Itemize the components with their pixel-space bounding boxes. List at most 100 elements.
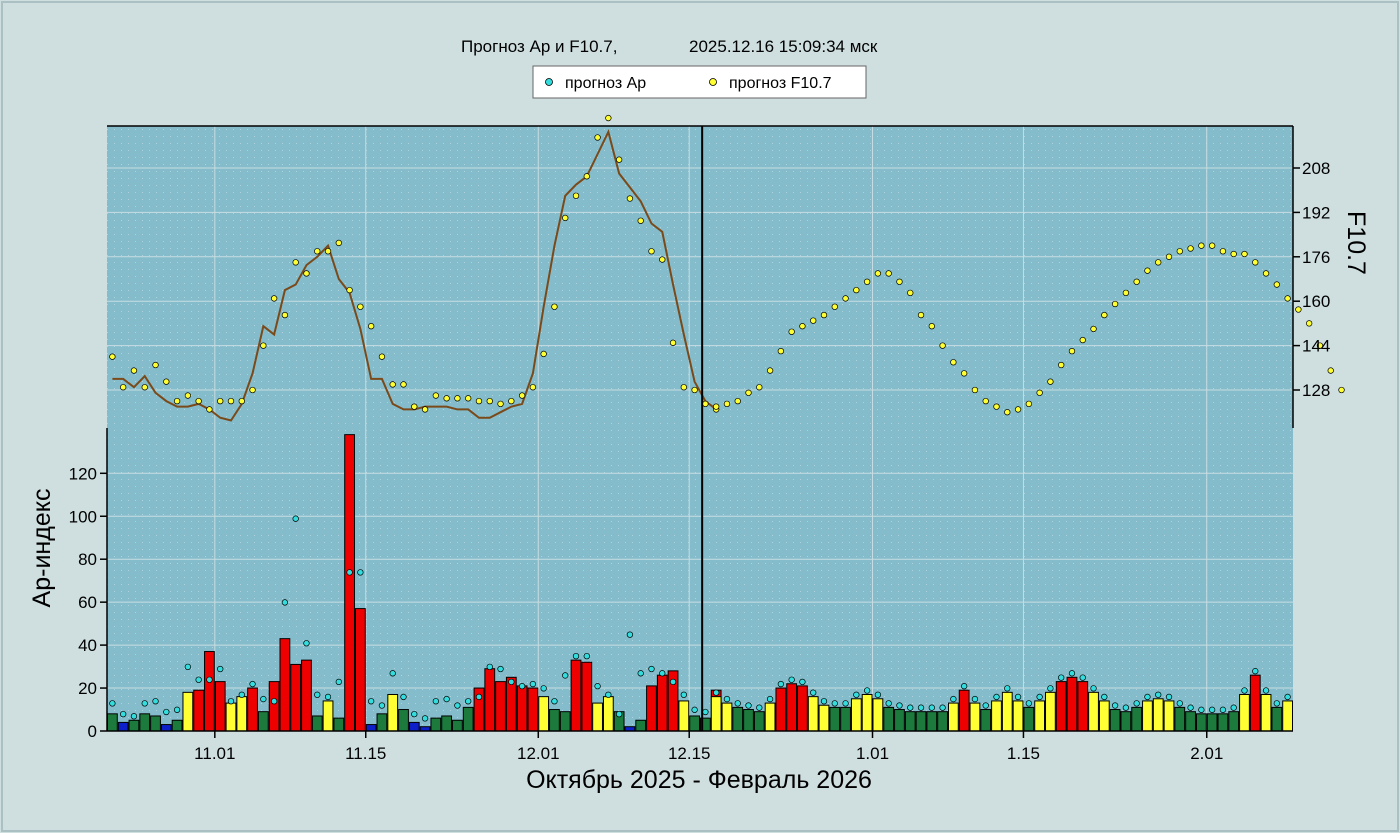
ap-bar xyxy=(247,687,258,732)
ap-bar xyxy=(602,696,614,732)
legend-ap-marker xyxy=(545,78,553,86)
ap-forecast-dot xyxy=(173,706,181,713)
ap-forecast-dot xyxy=(831,700,838,707)
f107-forecast-dot xyxy=(691,386,698,394)
ap-forecast-dot xyxy=(885,700,892,707)
f107-forecast-dot xyxy=(400,381,407,388)
f107-forecast-dot xyxy=(723,400,731,408)
ap-forecast-dot xyxy=(120,710,127,718)
ap-forecast-dot xyxy=(346,569,353,576)
ap-bar xyxy=(1034,700,1046,732)
f107-forecast-dot xyxy=(1036,389,1043,396)
ap-forecast-dot xyxy=(238,691,245,698)
ap-bar xyxy=(1282,700,1293,732)
ap-bar xyxy=(1185,711,1196,732)
f107-forecast-dot xyxy=(238,397,245,405)
f107-forecast-dot xyxy=(292,259,299,266)
legend-f107-label: прогноз F10.7 xyxy=(729,75,832,92)
f107-forecast-dot xyxy=(594,134,601,141)
ap-forecast-dot xyxy=(421,715,429,722)
ap-bar xyxy=(354,608,366,732)
ap-bar xyxy=(1152,698,1164,732)
f107-forecast-dot xyxy=(551,303,558,310)
ap-tick-label: 100 xyxy=(69,507,97,526)
ap-forecast-dot xyxy=(1047,685,1054,692)
ap-forecast-dot xyxy=(788,676,795,683)
f107-forecast-dot xyxy=(173,397,181,405)
f107-forecast-dot xyxy=(734,397,741,405)
f107-forecast-dot xyxy=(1155,259,1162,266)
ap-bar xyxy=(311,715,323,732)
ap-forecast-dot xyxy=(1144,693,1151,701)
f107-tick-label: 208 xyxy=(1302,159,1330,178)
f107-forecast-dot xyxy=(1316,342,1324,349)
ap-forecast-dot xyxy=(163,708,170,716)
ap-bar xyxy=(516,685,528,732)
ap-forecast-dot xyxy=(1230,704,1237,711)
ap-bar xyxy=(290,663,302,732)
ap-bar xyxy=(128,719,140,732)
f107-forecast-dot xyxy=(411,403,418,410)
ap-bar xyxy=(236,696,248,732)
f107-forecast-dot xyxy=(831,303,838,310)
ap-bar xyxy=(1271,706,1283,732)
ap-bar xyxy=(635,719,647,732)
ap-forecast-dot xyxy=(853,691,860,698)
ap-bar xyxy=(818,704,830,732)
ap-bar xyxy=(850,698,862,732)
f107-forecast-dot xyxy=(195,397,202,405)
ap-forecast-dot xyxy=(605,691,612,698)
ap-forecast-dot xyxy=(411,710,418,718)
ap-bar xyxy=(408,721,420,732)
ap-bar xyxy=(559,711,571,732)
ap-forecast-dot xyxy=(335,678,342,686)
f107-forecast-dot xyxy=(950,359,957,366)
ap-forecast-dot xyxy=(1262,687,1270,694)
x-tick-label: 11.01 xyxy=(194,744,235,763)
f107-forecast-dot xyxy=(303,270,310,277)
ap-forecast-dot xyxy=(1198,706,1205,713)
f107-forecast-dot xyxy=(993,403,1000,410)
f107-forecast-dot xyxy=(1198,242,1205,249)
ap-forecast-dot xyxy=(432,698,439,705)
f107-forecast-dot xyxy=(335,239,342,247)
ap-forecast-dot xyxy=(572,652,580,660)
f107-forecast-dot xyxy=(907,289,914,297)
ap-forecast-dot xyxy=(950,695,957,703)
f107-forecast-dot xyxy=(529,384,537,391)
ap-forecast-dot xyxy=(551,698,558,705)
f107-forecast-dot xyxy=(1284,295,1291,302)
ap-forecast-dot xyxy=(917,704,925,711)
f107-forecast-dot xyxy=(810,317,817,324)
f107-forecast-dot xyxy=(270,295,278,302)
ap-forecast-dot xyxy=(1101,693,1108,701)
ap-forecast-dot xyxy=(281,599,289,606)
ap-bar xyxy=(570,659,582,732)
f107-forecast-dot xyxy=(1122,289,1130,297)
f107-forecast-dot xyxy=(163,378,170,385)
f107-forecast-dot xyxy=(432,392,439,399)
x-tick-label: 1.01 xyxy=(856,744,889,763)
f107-forecast-dot xyxy=(766,367,774,374)
ap-forecast-dot xyxy=(1133,700,1140,707)
f107-forecast-dot xyxy=(281,311,289,319)
ap-forecast-dot xyxy=(1155,691,1162,698)
ap-bar xyxy=(840,706,851,732)
ap-bar xyxy=(1012,700,1024,732)
ap-forecast-dot xyxy=(486,663,493,671)
f107-forecast-dot xyxy=(389,381,396,388)
ap-bar xyxy=(333,717,345,732)
f107-forecast-dot xyxy=(853,286,860,294)
ap-bar xyxy=(398,709,409,732)
ap-bar xyxy=(1195,713,1207,732)
ap-bar xyxy=(721,702,733,732)
ap-bar xyxy=(947,702,959,732)
ap-bar xyxy=(376,713,388,732)
ap-bar xyxy=(1088,691,1099,732)
ap-bar xyxy=(301,659,312,732)
ap-bar xyxy=(592,702,603,732)
ap-bar xyxy=(1131,706,1143,732)
ap-bar xyxy=(193,689,205,732)
f107-forecast-dot xyxy=(518,392,526,399)
